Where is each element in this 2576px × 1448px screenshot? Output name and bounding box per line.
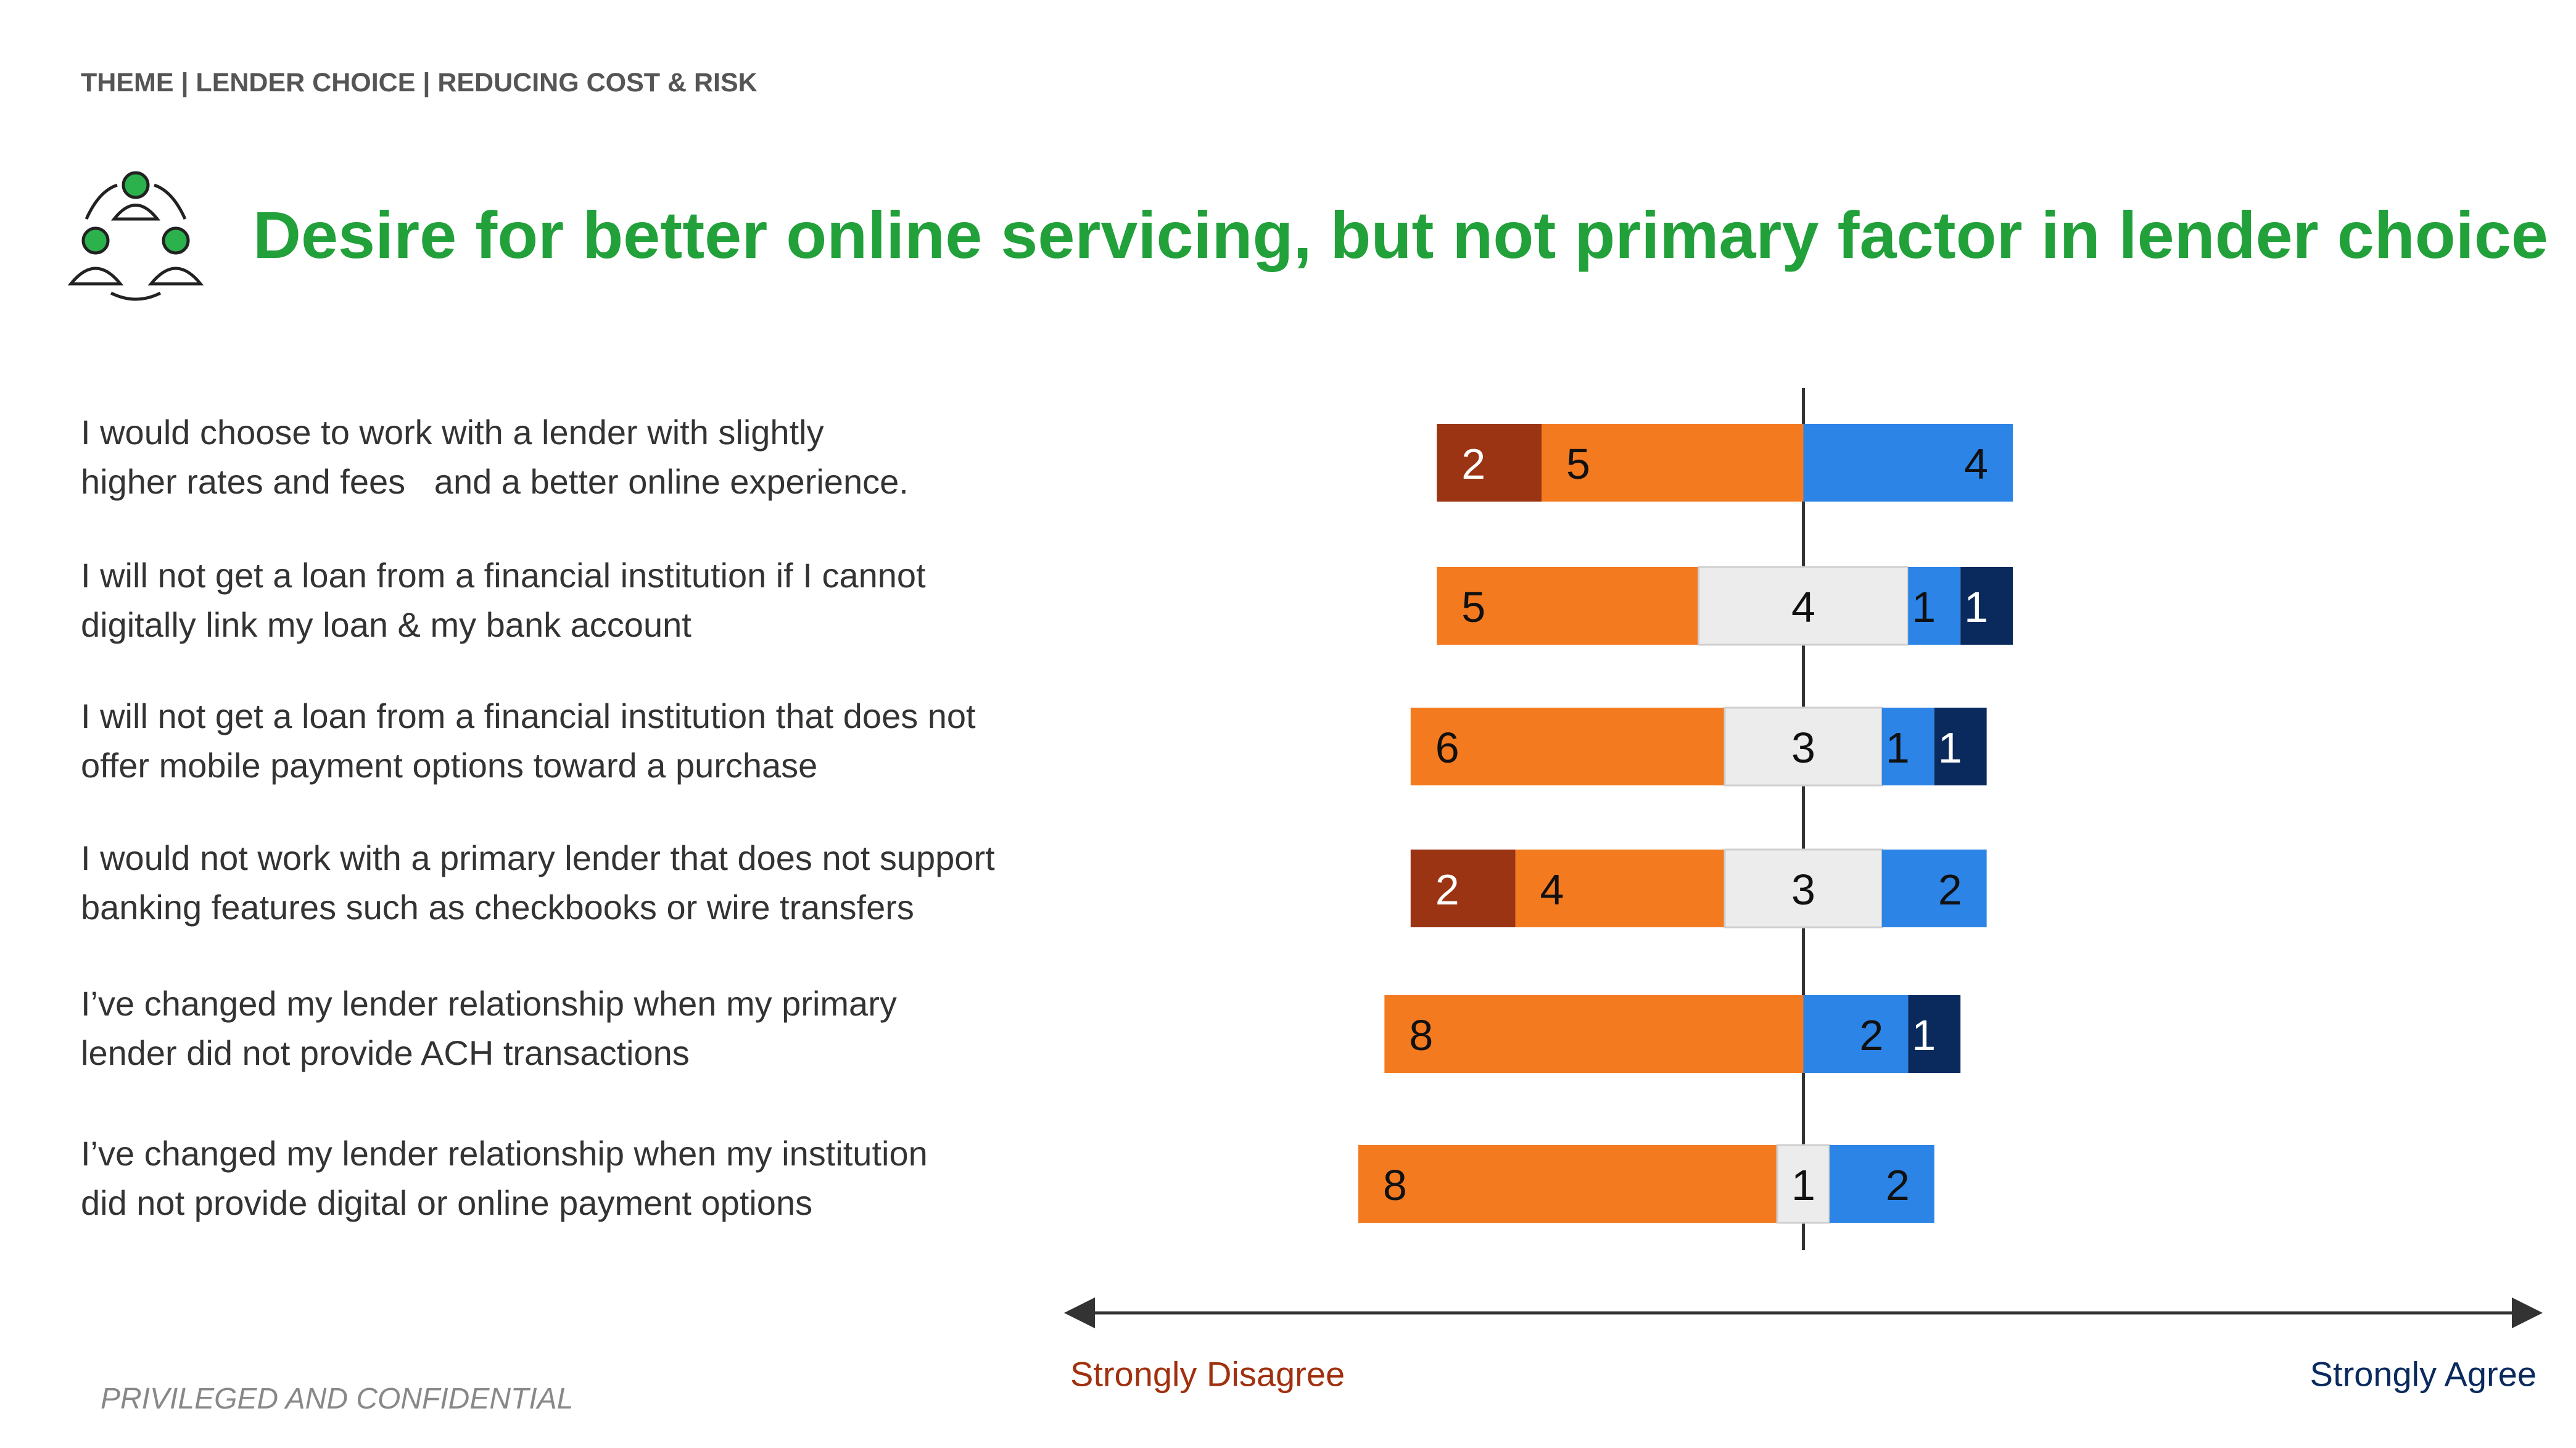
category-label: I would choose to work with a lender wit…: [81, 413, 909, 501]
value-label: 8: [1409, 1011, 1433, 1059]
value-label: 4: [1540, 866, 1564, 914]
bar-segment: [1384, 995, 1804, 1073]
bar-segment: [1698, 566, 1909, 646]
title: Desire for better online servicing, but …: [253, 197, 2548, 272]
bar-segment: [1803, 424, 2013, 502]
value-label: 5: [1566, 440, 1590, 488]
bar-segment: [1829, 1145, 1934, 1223]
category-label: I would not work with a primary lender t…: [81, 838, 995, 927]
value-label: 2: [1859, 1011, 1883, 1059]
bar-segment: [1724, 706, 1883, 787]
bar-segment: [1724, 848, 1883, 929]
footer: PRIVILEGED AND CONFIDENTIAL: [101, 1383, 574, 1415]
value-label: 2: [1886, 1161, 1910, 1209]
axis-label-left: Strongly Disagree: [1070, 1355, 1345, 1394]
category-label: I’ve changed my lender relationship when…: [81, 984, 897, 1072]
value-label: 1: [1938, 724, 1962, 772]
people-icon: [67, 171, 204, 301]
value-label: 3: [1791, 866, 1815, 914]
value-label: 4: [1791, 583, 1815, 631]
value-label: 2: [1435, 866, 1459, 914]
bar-segment: [1803, 995, 1909, 1073]
value-label: 3: [1791, 724, 1815, 772]
bar-segment: [1437, 567, 1699, 645]
value-label: 5: [1461, 583, 1485, 631]
bar-segment: [1908, 995, 1961, 1073]
value-label: 1: [1964, 583, 1988, 631]
value-label: 6: [1435, 724, 1459, 772]
value-label: 8: [1383, 1161, 1407, 1209]
value-label: 1: [1912, 1011, 1936, 1059]
bar-segment: [1542, 424, 1804, 502]
value-label: 2: [1461, 440, 1485, 488]
value-label: 2: [1938, 866, 1962, 914]
bar-segment: [1515, 850, 1725, 927]
value-label: 1: [1912, 583, 1936, 631]
bar-segment: [1934, 708, 1987, 785]
category-label: I will not get a loan from a financial i…: [81, 556, 926, 644]
bar-segment: [1960, 567, 2013, 645]
bar-segment: [1437, 424, 1542, 502]
value-label: 1: [1886, 724, 1910, 772]
category-label: I will not get a loan from a financial i…: [81, 697, 976, 785]
value-label: 1: [1791, 1161, 1815, 1209]
bar-segment: [1881, 850, 1987, 927]
bar-segment: [1908, 567, 1961, 645]
bar-segment: [1776, 1144, 1831, 1224]
bar-segment: [1410, 708, 1725, 785]
category-label: I’ve changed my lender relationship when…: [81, 1134, 928, 1222]
bar-segment: [1410, 850, 1516, 927]
bar-segment: [1881, 708, 1934, 785]
value-label: 4: [1964, 440, 1988, 488]
header: THEME | LENDER CHOICE | REDUCING COST & …: [81, 68, 758, 97]
bar-segment: [1358, 1145, 1778, 1223]
axis-label-right: Strongly Agree: [2310, 1355, 2537, 1394]
